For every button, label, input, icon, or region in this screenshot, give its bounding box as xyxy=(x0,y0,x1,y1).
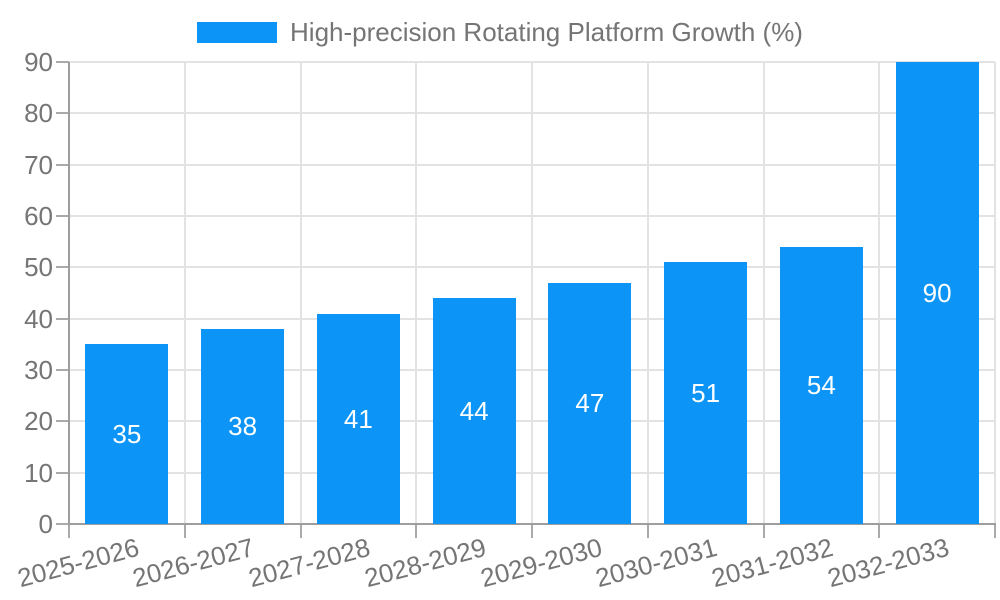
gridline-vertical xyxy=(299,62,302,524)
legend-label: High-precision Rotating Platform Growth … xyxy=(290,17,803,47)
y-tick-label: 20 xyxy=(24,406,53,437)
y-tick-label: 40 xyxy=(24,303,53,334)
bar: 90 xyxy=(895,62,979,524)
y-axis-line xyxy=(68,62,70,524)
bar: 41 xyxy=(316,313,400,524)
x-tick-label: 2030-2031 xyxy=(592,532,721,594)
y-tick-label: 0 xyxy=(38,509,53,539)
y-tick-label: 70 xyxy=(24,149,53,180)
x-axis-tick xyxy=(531,524,533,538)
y-tick-label: 90 xyxy=(24,47,53,77)
y-axis-tick xyxy=(56,523,69,525)
gridline-vertical xyxy=(762,62,765,524)
x-axis-tick xyxy=(762,524,765,538)
bar: 54 xyxy=(779,246,863,524)
x-tick-label: 2029-2030 xyxy=(476,532,605,594)
x-axis-tick xyxy=(415,524,418,538)
gridline-vertical xyxy=(531,62,533,524)
legend: High-precision Rotating Platform Growth … xyxy=(0,18,1000,46)
bar-value-label: 35 xyxy=(112,419,142,450)
x-axis-tick xyxy=(994,524,996,538)
y-tick-label: 60 xyxy=(24,201,53,231)
x-axis-line xyxy=(68,523,996,525)
x-axis-tick xyxy=(878,524,881,538)
bar-value-label: 41 xyxy=(343,403,373,434)
legend-swatch xyxy=(197,21,278,43)
y-tick-label: 50 xyxy=(24,252,53,283)
x-tick-label: 2028-2029 xyxy=(361,532,489,594)
x-axis-tick xyxy=(299,524,302,538)
bar: 51 xyxy=(664,262,748,524)
bar-value-label: 47 xyxy=(575,388,605,419)
x-tick-label: 2032-2033 xyxy=(824,532,952,594)
gridline-vertical xyxy=(994,62,996,524)
x-axis-tick xyxy=(183,524,186,538)
bar: 38 xyxy=(201,328,285,524)
y-axis-tick xyxy=(56,163,69,166)
x-tick-label: 2025-2026 xyxy=(13,532,142,594)
x-tick-label: 2027-2028 xyxy=(245,532,374,594)
bar-value-label: 38 xyxy=(228,411,258,442)
gridline-vertical xyxy=(183,62,186,524)
bar: 35 xyxy=(85,344,169,524)
y-tick-label: 80 xyxy=(24,98,53,129)
bar: 44 xyxy=(432,298,516,524)
gridline-vertical xyxy=(646,62,649,524)
bar-value-label: 54 xyxy=(806,370,836,401)
y-tick-label: 30 xyxy=(24,355,53,385)
y-axis-tick xyxy=(56,61,69,63)
y-tick-label: 10 xyxy=(24,457,53,488)
y-axis-tick xyxy=(56,215,69,217)
bar-value-label: 90 xyxy=(922,278,952,308)
y-axis-tick xyxy=(56,369,69,371)
bar-value-label: 51 xyxy=(691,378,721,409)
y-axis-tick xyxy=(56,266,69,269)
gridline-vertical xyxy=(415,62,418,524)
y-axis-tick xyxy=(56,420,69,423)
y-axis-tick xyxy=(56,471,69,474)
bar: 47 xyxy=(548,282,632,524)
y-axis-tick xyxy=(56,317,69,320)
gridline-vertical xyxy=(878,62,881,524)
x-tick-label: 2026-2027 xyxy=(129,532,258,594)
x-tick-label: 2031-2032 xyxy=(708,532,837,594)
y-axis-tick xyxy=(56,112,69,115)
bar-value-label: 44 xyxy=(459,396,489,427)
x-axis-tick xyxy=(68,524,70,538)
x-axis-tick xyxy=(646,524,649,538)
